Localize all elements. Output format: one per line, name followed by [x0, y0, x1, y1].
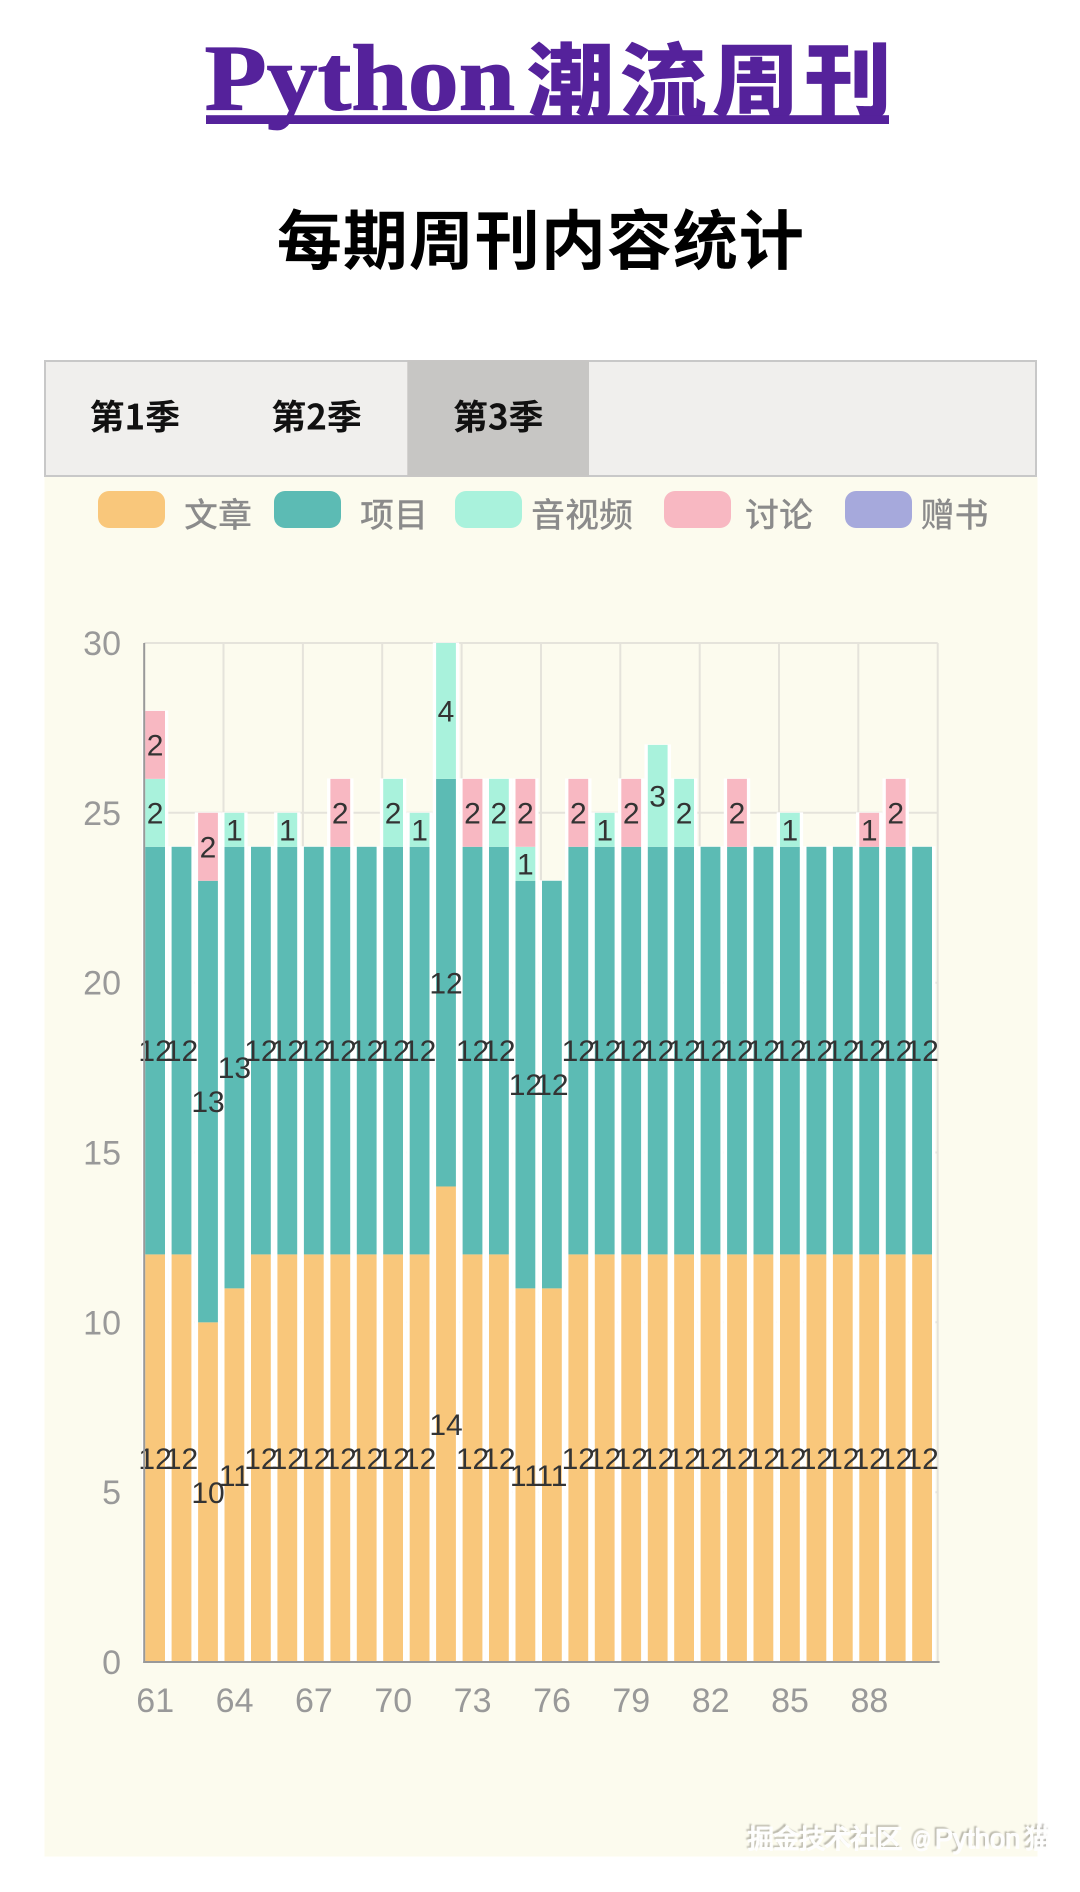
svg-text:2: 2: [517, 797, 534, 830]
svg-text:61: 61: [136, 1682, 174, 1720]
svg-text:0: 0: [102, 1644, 121, 1682]
svg-text:12: 12: [615, 1443, 648, 1476]
svg-text:2: 2: [570, 797, 587, 830]
svg-text:12: 12: [509, 1069, 542, 1102]
svg-text:12: 12: [720, 1035, 753, 1068]
svg-text:85: 85: [771, 1682, 809, 1720]
svg-text:11: 11: [219, 1460, 250, 1493]
svg-text:12: 12: [376, 1443, 409, 1476]
svg-text:12: 12: [667, 1035, 700, 1068]
svg-text:12: 12: [403, 1443, 436, 1476]
svg-text:12: 12: [694, 1443, 727, 1476]
svg-text:3: 3: [649, 780, 666, 813]
svg-text:12: 12: [562, 1035, 595, 1068]
svg-text:2: 2: [464, 797, 481, 830]
svg-text:12: 12: [747, 1443, 780, 1476]
svg-text:4: 4: [438, 696, 455, 729]
svg-text:1: 1: [226, 814, 243, 847]
svg-text:70: 70: [374, 1682, 412, 1720]
svg-text:12: 12: [694, 1035, 727, 1068]
svg-text:2: 2: [147, 797, 164, 830]
svg-text:12: 12: [747, 1035, 780, 1068]
svg-text:12: 12: [853, 1035, 886, 1068]
svg-text:12: 12: [641, 1035, 674, 1068]
svg-text:12: 12: [905, 1035, 938, 1068]
svg-text:30: 30: [83, 625, 121, 663]
svg-text:12: 12: [482, 1443, 515, 1476]
svg-text:2: 2: [729, 797, 746, 830]
svg-text:13: 13: [218, 1052, 251, 1085]
svg-text:2: 2: [623, 797, 640, 830]
svg-text:12: 12: [324, 1035, 357, 1068]
svg-text:10: 10: [83, 1304, 121, 1342]
svg-text:2: 2: [491, 797, 508, 830]
svg-text:5: 5: [102, 1474, 121, 1512]
svg-text:1: 1: [782, 814, 799, 847]
svg-text:12: 12: [324, 1443, 357, 1476]
svg-text:11: 11: [510, 1460, 541, 1493]
svg-text:12: 12: [773, 1035, 806, 1068]
svg-text:67: 67: [295, 1682, 333, 1720]
svg-text:11: 11: [536, 1460, 567, 1493]
svg-text:12: 12: [165, 1443, 198, 1476]
svg-text:12: 12: [403, 1035, 436, 1068]
svg-text:12: 12: [588, 1035, 621, 1068]
svg-text:1: 1: [517, 848, 534, 881]
svg-text:2: 2: [332, 797, 349, 830]
svg-text:12: 12: [826, 1035, 859, 1068]
svg-text:2: 2: [887, 797, 904, 830]
svg-text:82: 82: [692, 1682, 730, 1720]
svg-text:2: 2: [385, 797, 402, 830]
svg-text:12: 12: [535, 1069, 568, 1102]
svg-text:13: 13: [191, 1086, 224, 1119]
svg-text:12: 12: [165, 1035, 198, 1068]
svg-text:12: 12: [588, 1443, 621, 1476]
svg-text:12: 12: [800, 1035, 833, 1068]
svg-text:12: 12: [350, 1035, 383, 1068]
svg-text:12: 12: [297, 1035, 330, 1068]
svg-text:12: 12: [271, 1443, 304, 1476]
svg-text:1: 1: [596, 814, 613, 847]
svg-text:12: 12: [350, 1443, 383, 1476]
svg-text:12: 12: [562, 1443, 595, 1476]
svg-text:64: 64: [216, 1682, 254, 1720]
svg-text:12: 12: [297, 1443, 330, 1476]
svg-text:12: 12: [615, 1035, 648, 1068]
svg-text:79: 79: [612, 1682, 650, 1720]
svg-text:12: 12: [905, 1443, 938, 1476]
svg-text:25: 25: [83, 795, 121, 833]
svg-text:14: 14: [429, 1409, 462, 1442]
svg-text:12: 12: [456, 1443, 489, 1476]
svg-text:12: 12: [720, 1443, 753, 1476]
svg-text:12: 12: [826, 1443, 859, 1476]
svg-text:2: 2: [147, 730, 164, 763]
svg-text:12: 12: [800, 1443, 833, 1476]
svg-text:12: 12: [244, 1443, 277, 1476]
svg-text:20: 20: [83, 965, 121, 1003]
svg-text:12: 12: [667, 1443, 700, 1476]
svg-text:1: 1: [279, 814, 296, 847]
svg-text:12: 12: [879, 1443, 912, 1476]
svg-text:2: 2: [676, 797, 693, 830]
svg-text:12: 12: [376, 1035, 409, 1068]
svg-text:12: 12: [244, 1035, 277, 1068]
svg-text:12: 12: [271, 1035, 304, 1068]
svg-text:88: 88: [850, 1682, 888, 1720]
svg-text:12: 12: [853, 1443, 886, 1476]
svg-text:12: 12: [641, 1443, 674, 1476]
svg-text:10: 10: [191, 1477, 224, 1510]
svg-text:73: 73: [454, 1682, 492, 1720]
svg-text:12: 12: [879, 1035, 912, 1068]
svg-text:1: 1: [861, 814, 878, 847]
svg-text:12: 12: [482, 1035, 515, 1068]
svg-text:12: 12: [429, 967, 462, 1000]
svg-text:1: 1: [411, 814, 428, 847]
svg-text:2: 2: [200, 831, 217, 864]
svg-text:76: 76: [533, 1682, 571, 1720]
svg-text:15: 15: [83, 1135, 121, 1173]
svg-text:12: 12: [773, 1443, 806, 1476]
svg-text:12: 12: [456, 1035, 489, 1068]
